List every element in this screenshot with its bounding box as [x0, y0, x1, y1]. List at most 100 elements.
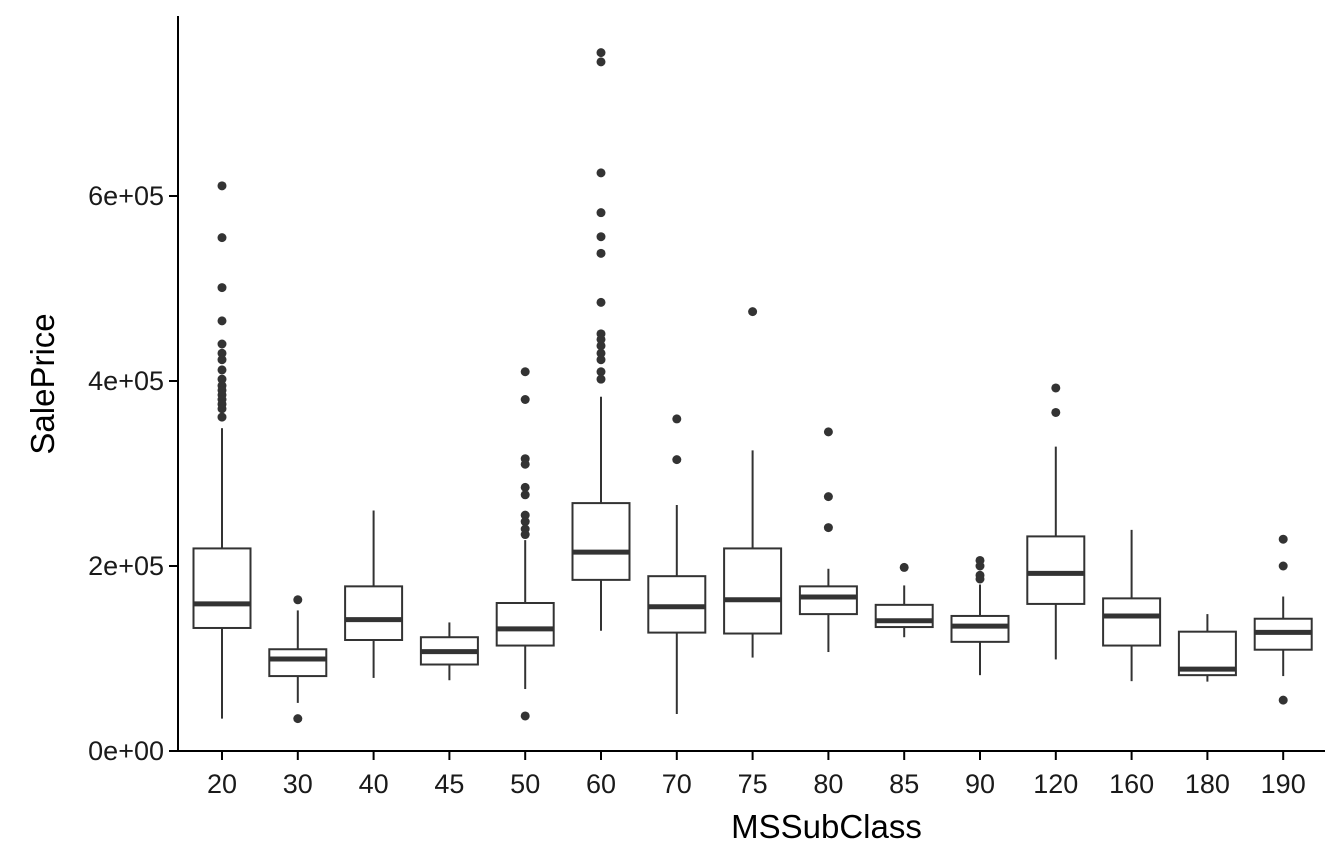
x-tick-label: 70 — [662, 769, 692, 799]
box-group-45 — [419, 622, 479, 681]
outlier-point — [1278, 534, 1288, 544]
outlier-point — [596, 341, 606, 351]
x-tick-label: 20 — [207, 769, 237, 799]
outlier-point — [217, 316, 227, 326]
outlier-point — [217, 365, 227, 375]
outlier-point — [293, 595, 303, 605]
box — [571, 502, 631, 581]
outlier-point — [672, 455, 682, 465]
box-group-160 — [1102, 529, 1162, 682]
outlier-point — [596, 348, 606, 358]
outlier-point — [520, 482, 530, 492]
outlier-point — [975, 561, 985, 571]
outlier-point — [596, 334, 606, 344]
outlier-point — [596, 48, 606, 58]
y-axis-title: SalePrice — [24, 313, 61, 454]
outlier-point — [217, 412, 227, 422]
outlier-point — [596, 168, 606, 178]
outlier-point — [217, 233, 227, 243]
outlier-point — [596, 367, 606, 377]
box — [1026, 535, 1086, 605]
box-group-40 — [344, 510, 404, 678]
y-tick-label: 0e+00 — [88, 736, 164, 766]
outlier-point — [217, 374, 227, 384]
outlier-point — [217, 348, 227, 358]
x-tick-label: 45 — [434, 769, 464, 799]
x-tick-label: 40 — [359, 769, 389, 799]
outlier-point — [596, 374, 606, 384]
box — [798, 585, 858, 616]
outlier-point — [217, 339, 227, 349]
outlier-point — [217, 283, 227, 293]
outlier-point — [596, 232, 606, 242]
outlier-point — [293, 714, 303, 724]
outlier-point — [899, 562, 909, 572]
x-axis-title: MSSubClass — [731, 808, 922, 845]
outlier-point — [520, 367, 530, 377]
box — [268, 648, 328, 678]
box-group-80 — [798, 427, 858, 653]
box-group-190 — [1253, 534, 1313, 705]
x-tick-label: 190 — [1261, 769, 1306, 799]
box — [192, 547, 252, 629]
outlier-point — [217, 181, 227, 191]
outlier-point — [520, 459, 530, 469]
outlier-point — [823, 523, 833, 533]
outlier-point — [520, 530, 530, 540]
box-group-180 — [1177, 614, 1237, 682]
outlier-point — [1051, 407, 1061, 417]
outlier-point — [1278, 695, 1288, 705]
box-group-20 — [192, 181, 252, 719]
box-group-120 — [1026, 383, 1086, 660]
box — [1102, 597, 1162, 647]
box-group-90 — [950, 555, 1010, 676]
x-tick-label: 120 — [1033, 769, 1078, 799]
box — [874, 603, 934, 629]
x-axis-ticks: 20 30 40 45 50 60 70 75 80 85 90 120 160 180 190 — [207, 751, 1306, 799]
box-group-75 — [723, 307, 783, 658]
box — [344, 585, 404, 641]
x-tick-label: 160 — [1109, 769, 1154, 799]
outlier-point — [596, 355, 606, 365]
outlier-point — [520, 510, 530, 520]
x-tick-label: 50 — [510, 769, 540, 799]
outlier-point — [1051, 383, 1061, 393]
box-group-30 — [268, 595, 328, 724]
outlier-point — [748, 307, 758, 317]
outlier-point — [975, 574, 985, 584]
y-axis-ticks: 0e+00 2e+05 4e+05 6e+05 — [88, 181, 178, 766]
x-tick-label: 30 — [283, 769, 313, 799]
box-group-60 — [571, 48, 631, 631]
outlier-point — [596, 57, 606, 67]
plot-area — [192, 48, 1313, 724]
outlier-point — [823, 427, 833, 437]
x-tick-label: 75 — [738, 769, 768, 799]
box-group-50 — [495, 367, 555, 721]
x-tick-label: 80 — [813, 769, 843, 799]
outlier-point — [596, 248, 606, 258]
x-tick-label: 90 — [965, 769, 995, 799]
box — [495, 602, 555, 647]
outlier-point — [823, 492, 833, 502]
x-tick-label: 85 — [889, 769, 919, 799]
outlier-point — [1278, 561, 1288, 571]
outlier-point — [520, 711, 530, 721]
outlier-point — [596, 208, 606, 218]
box-group-85 — [874, 562, 934, 638]
box — [950, 614, 1010, 643]
outlier-point — [596, 297, 606, 307]
box — [723, 547, 783, 635]
outlier-point — [520, 517, 530, 527]
x-tick-label: 60 — [586, 769, 616, 799]
box-group-70 — [647, 414, 707, 714]
x-tick-label: 180 — [1185, 769, 1230, 799]
y-tick-label: 6e+05 — [88, 181, 164, 211]
y-tick-label: 4e+05 — [88, 366, 164, 396]
y-tick-label: 2e+05 — [88, 551, 164, 581]
outlier-point — [520, 395, 530, 404]
outlier-point — [520, 490, 530, 500]
outlier-point — [217, 404, 227, 414]
outlier-point — [672, 414, 682, 424]
outlier-point — [217, 355, 227, 365]
